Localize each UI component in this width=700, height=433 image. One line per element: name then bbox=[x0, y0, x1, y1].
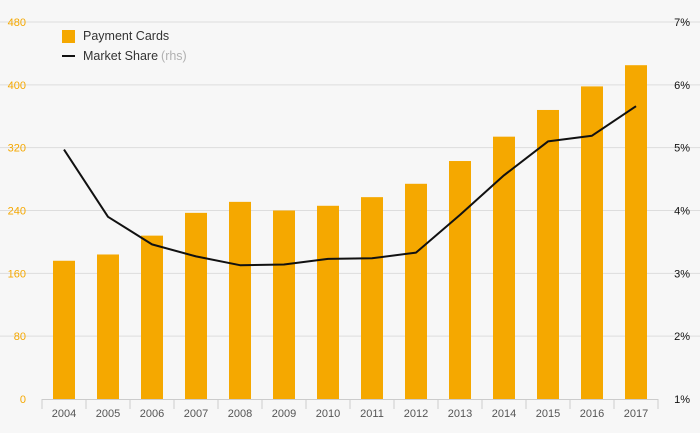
x-axis-tick-label: 2012 bbox=[404, 408, 428, 420]
axes: 0 1% 80 2% 160 3% 240 4% 320 5% 400 6% 480 7% 2004 2005… bbox=[8, 17, 691, 420]
market-share-line bbox=[63, 105, 637, 267]
right-axis-tick-label: 5% bbox=[674, 143, 690, 155]
left-axis-tick-label: 80 bbox=[14, 331, 26, 343]
right-axis-tick-label: 1% bbox=[674, 394, 690, 406]
bar bbox=[185, 212, 207, 399]
bar bbox=[273, 210, 295, 399]
x-axis-tick-label: 2016 bbox=[580, 408, 604, 420]
bar bbox=[625, 65, 647, 400]
legend-item-payment-cards: Payment Cards bbox=[62, 26, 187, 46]
line-series bbox=[63, 105, 637, 267]
legend-swatch-bar bbox=[62, 29, 75, 43]
bar bbox=[53, 260, 75, 399]
x-axis-tick-label: 2014 bbox=[492, 408, 516, 420]
x-axis-tick-label: 2007 bbox=[184, 408, 208, 420]
x-axis-tick-label: 2009 bbox=[272, 408, 296, 420]
legend-label-market-share: Market Share bbox=[83, 49, 159, 63]
left-axis-tick-label: 0 bbox=[20, 394, 26, 406]
legend-label-rhs: (rhs) bbox=[161, 49, 187, 63]
left-axis-tick-label: 320 bbox=[8, 143, 26, 155]
x-axis-tick-label: 2010 bbox=[316, 408, 340, 420]
x-axis-tick-label: 2013 bbox=[448, 408, 472, 420]
x-axis-tick-label: 2004 bbox=[52, 408, 76, 420]
left-axis-tick-label: 240 bbox=[8, 206, 26, 218]
bar bbox=[229, 201, 251, 399]
right-axis-tick-label: 7% bbox=[674, 17, 690, 29]
bar bbox=[405, 183, 427, 399]
bar bbox=[361, 197, 383, 399]
x-axis-tick-label: 2005 bbox=[96, 408, 120, 420]
left-axis-tick-label: 160 bbox=[8, 268, 26, 280]
legend-label-payment-cards: Payment Cards bbox=[83, 29, 170, 43]
legend: Payment Cards Market Share (rhs) bbox=[62, 26, 187, 66]
bar bbox=[317, 205, 339, 399]
bar bbox=[493, 136, 515, 399]
x-axis-tick-label: 2006 bbox=[140, 408, 164, 420]
x-axis-tick-label: 2008 bbox=[228, 408, 252, 420]
bar bbox=[449, 161, 471, 399]
right-axis-tick-label: 4% bbox=[674, 206, 690, 218]
legend-item-market-share: Market Share (rhs) bbox=[62, 46, 187, 66]
x-axis-tick-label: 2011 bbox=[360, 408, 384, 420]
bar bbox=[141, 235, 163, 399]
bar-series bbox=[53, 65, 647, 400]
left-axis-tick-label: 400 bbox=[8, 80, 26, 92]
x-axis-tick-label: 2017 bbox=[624, 408, 648, 420]
right-axis-tick-label: 2% bbox=[674, 331, 690, 343]
bar bbox=[537, 109, 559, 399]
bar bbox=[97, 254, 119, 399]
right-axis-tick-label: 3% bbox=[674, 268, 690, 280]
right-axis-tick-label: 6% bbox=[674, 80, 690, 92]
x-axis-tick-label: 2015 bbox=[536, 408, 560, 420]
legend-swatch-line bbox=[62, 55, 75, 57]
left-axis-tick-label: 480 bbox=[8, 17, 26, 29]
bar bbox=[581, 86, 603, 399]
